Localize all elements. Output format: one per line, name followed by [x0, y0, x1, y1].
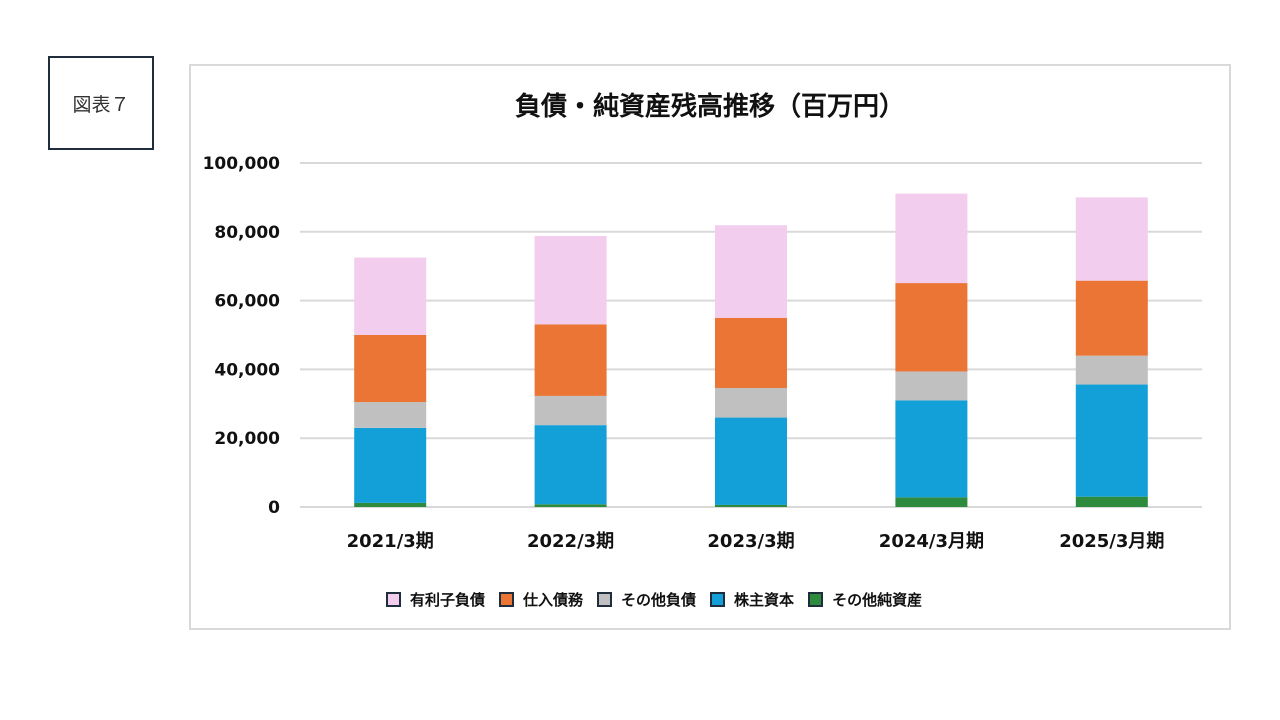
- bar-segment: [354, 335, 427, 403]
- legend-swatch: [808, 591, 824, 607]
- bar-segment: [895, 283, 968, 372]
- bar-segment: [534, 395, 607, 426]
- y-tick-label: 100,000: [203, 154, 281, 174]
- bar-segment: [534, 425, 607, 505]
- bar-segment: [354, 402, 427, 428]
- legend-label: 有利子負債: [410, 590, 486, 609]
- bar-segment: [534, 504, 607, 507]
- bar-segment: [354, 502, 427, 507]
- bar-segment: [715, 417, 787, 505]
- legend-label: その他純資産: [832, 590, 923, 609]
- y-tick-label: 80,000: [214, 223, 280, 243]
- figure-label-box: 図表７: [48, 56, 154, 150]
- legend-item-interest-bearing-debt: 有利子負債: [386, 589, 485, 610]
- bar-segment: [715, 317, 787, 388]
- y-tick-label: 40,000: [214, 360, 280, 380]
- legend-label: その他負債: [621, 590, 697, 609]
- bar-segment: [715, 225, 787, 318]
- y-tick-label: 20,000: [214, 429, 280, 449]
- bar-segment: [354, 427, 427, 503]
- bar-segment: [715, 504, 787, 507]
- x-tick-label: 2022/3期: [527, 531, 614, 552]
- legend-item-other-net-assets: その他純資産: [808, 589, 922, 610]
- bar-segment: [1075, 355, 1148, 385]
- legend-item-trade-payables: 仕入債務: [499, 589, 583, 610]
- x-tick-label: 2021/3期: [347, 531, 434, 552]
- y-tick-label: 60,000: [214, 292, 280, 312]
- bar-segment: [1075, 280, 1148, 356]
- legend-label: 株主資本: [734, 590, 795, 609]
- figure-label: 図表７: [72, 93, 130, 116]
- legend-label: 仕入債務: [523, 590, 584, 609]
- bar-segment: [1075, 496, 1148, 507]
- legend-swatch: [499, 591, 515, 607]
- legend-item-other-liabilities: その他負債: [597, 589, 696, 610]
- bar-segment: [895, 400, 968, 498]
- bar-segment: [895, 371, 968, 401]
- x-tick-label: 2025/3月期: [1059, 531, 1164, 552]
- bar-segment: [1075, 197, 1148, 281]
- bar-segment: [534, 324, 607, 396]
- y-tick-label: 0: [268, 498, 280, 518]
- bar-segment: [715, 387, 787, 418]
- bar-segment: [895, 193, 968, 284]
- legend-item-shareholders-equity: 株主資本: [710, 589, 794, 610]
- legend: 有利子負債 仕入債務 その他負債 株主資本 その他純資産: [386, 586, 936, 612]
- chart-title: 負債・純資産残高推移（百万円）: [514, 92, 905, 122]
- x-tick-label: 2023/3期: [707, 531, 794, 552]
- x-tick-label: 2024/3月期: [879, 531, 984, 552]
- bar-segment: [534, 235, 607, 325]
- legend-swatch: [386, 591, 401, 607]
- legend-swatch: [597, 591, 613, 607]
- bar-segment: [895, 497, 968, 507]
- bar-segment: [1075, 384, 1148, 497]
- bar-segment: [354, 257, 427, 335]
- legend-swatch: [710, 591, 726, 607]
